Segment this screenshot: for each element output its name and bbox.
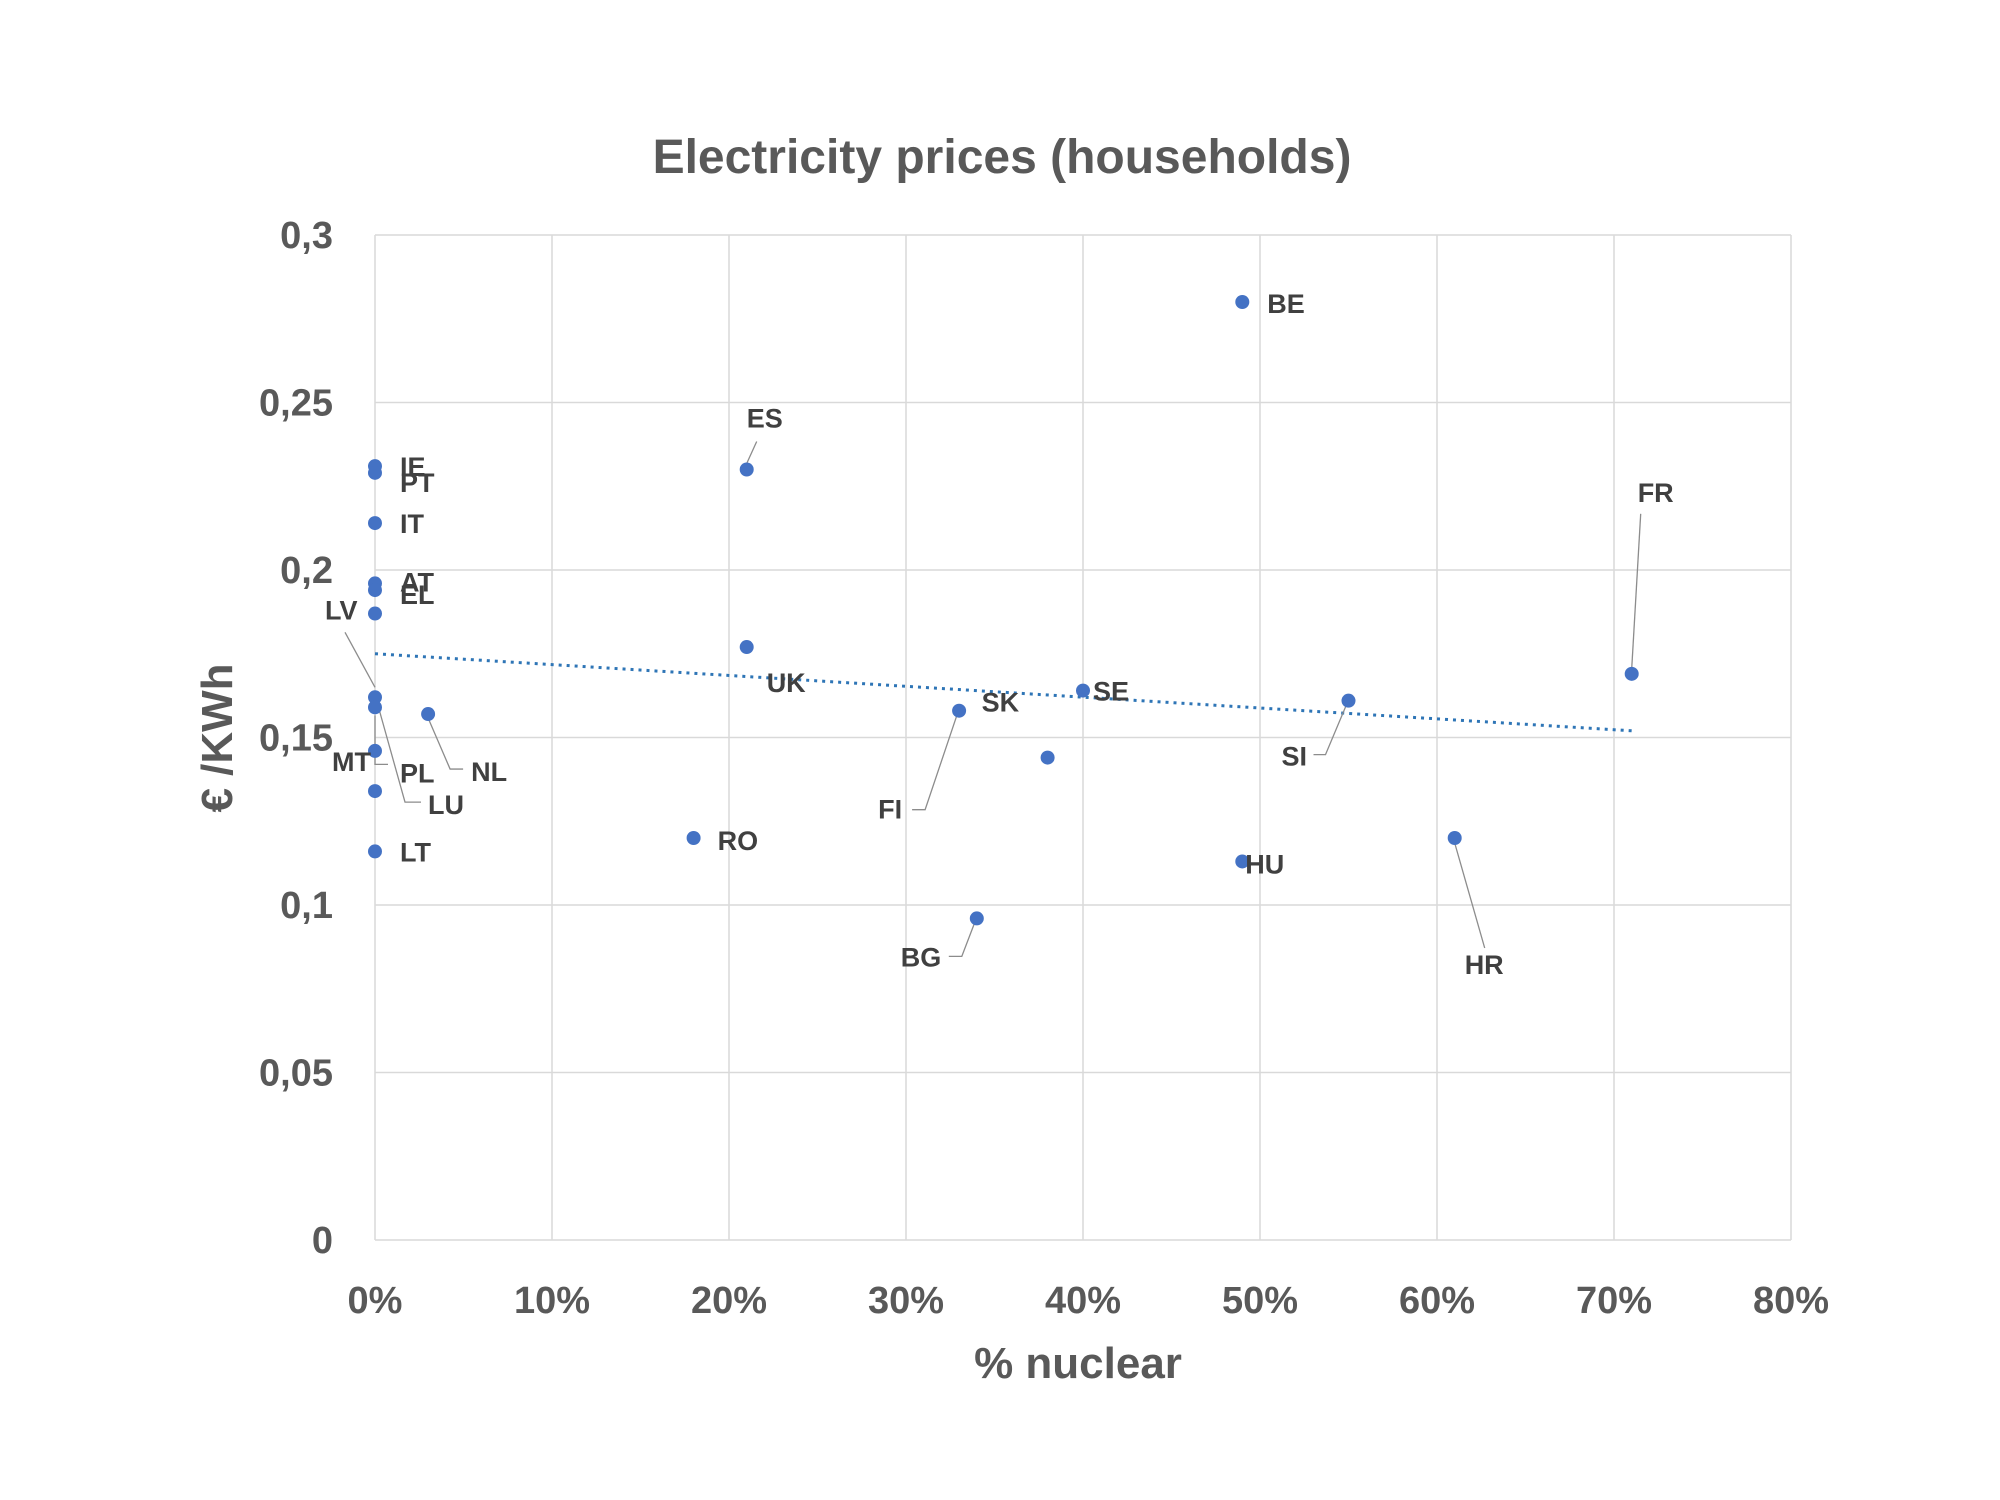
point-label: SI bbox=[1282, 742, 1308, 772]
point-label: PT bbox=[400, 468, 435, 498]
data-point bbox=[1076, 683, 1090, 698]
data-point bbox=[368, 784, 382, 799]
leader-line bbox=[912, 714, 958, 811]
point-label: SE bbox=[1093, 677, 1129, 707]
x-tick-label: 10% bbox=[514, 1280, 590, 1322]
trendline bbox=[374, 652, 1632, 733]
label-leader-lines bbox=[344, 441, 1642, 958]
y-tick-label: 0,25 bbox=[259, 383, 333, 425]
data-point bbox=[739, 640, 754, 655]
point-label: HR bbox=[1465, 950, 1504, 980]
y-tick-label: 0 bbox=[312, 1220, 333, 1262]
data-point bbox=[421, 707, 436, 722]
data-point bbox=[1447, 831, 1462, 845]
point-label: NL bbox=[471, 757, 507, 787]
leader-line bbox=[746, 441, 758, 464]
data-point bbox=[368, 516, 382, 531]
x-tick-label: 60% bbox=[1399, 1280, 1475, 1322]
point-label: LV bbox=[325, 595, 358, 625]
x-tick-label: 30% bbox=[868, 1280, 944, 1322]
leader-line bbox=[948, 922, 976, 958]
data-point bbox=[1235, 854, 1250, 869]
leader-line bbox=[374, 715, 388, 765]
leader-line bbox=[1313, 704, 1348, 756]
y-tick-label: 0,3 bbox=[280, 215, 333, 257]
data-point bbox=[1624, 666, 1639, 681]
data-point bbox=[368, 690, 382, 705]
point-label: RO bbox=[718, 826, 759, 856]
point-label: FR bbox=[1638, 478, 1674, 508]
point-label: EL bbox=[400, 580, 435, 610]
y-axis-title: € /KWh bbox=[193, 663, 242, 812]
y-tick-label: 0,2 bbox=[280, 550, 333, 592]
data-point bbox=[969, 911, 984, 926]
point-label: LU bbox=[428, 790, 464, 820]
leader-line bbox=[427, 717, 464, 770]
point-label: BG bbox=[901, 942, 942, 972]
data-point bbox=[739, 462, 754, 477]
point-label: SK bbox=[982, 688, 1020, 718]
data-point bbox=[368, 465, 382, 480]
chart-title: Electricity prices (households) bbox=[653, 131, 1352, 184]
point-label: BE bbox=[1267, 289, 1305, 319]
x-tick-label: 80% bbox=[1753, 1280, 1829, 1322]
leader-line bbox=[344, 631, 376, 688]
x-axis-ticks: 0% 10% 20% 30% 40% 50% 60% 70% 80% bbox=[348, 1280, 1829, 1322]
x-tick-label: 40% bbox=[1045, 1280, 1121, 1322]
y-tick-label: 0,15 bbox=[259, 718, 333, 760]
point-label: UK bbox=[767, 668, 806, 698]
y-tick-label: 0,05 bbox=[259, 1053, 333, 1095]
x-tick-label: 50% bbox=[1222, 1280, 1298, 1322]
x-tick-label: 0% bbox=[348, 1280, 403, 1322]
data-point bbox=[368, 844, 382, 859]
x-axis-title: % nuclear bbox=[974, 1339, 1182, 1388]
data-point bbox=[368, 743, 382, 758]
data-point bbox=[952, 703, 967, 718]
x-tick-label: 70% bbox=[1576, 1280, 1652, 1322]
data-point bbox=[368, 700, 382, 715]
data-point bbox=[368, 583, 382, 598]
data-point bbox=[368, 606, 382, 621]
point-label: AT bbox=[400, 567, 434, 597]
data-point bbox=[1040, 750, 1055, 765]
point-label: IE bbox=[400, 452, 426, 482]
leader-line bbox=[1454, 842, 1486, 949]
data-points bbox=[368, 295, 1639, 926]
y-tick-label: 0,1 bbox=[280, 885, 333, 927]
data-point bbox=[1235, 295, 1250, 309]
data-point bbox=[686, 831, 701, 845]
point-label: MT bbox=[332, 747, 371, 777]
gridlines bbox=[374, 234, 1792, 1241]
point-label: ES bbox=[747, 404, 783, 434]
point-label: IT bbox=[400, 509, 425, 539]
leader-line bbox=[378, 708, 421, 803]
data-point bbox=[1341, 693, 1356, 708]
point-label: FI bbox=[878, 795, 902, 825]
point-label: HU bbox=[1245, 849, 1284, 879]
x-tick-label: 20% bbox=[691, 1280, 767, 1322]
point-label: LT bbox=[400, 837, 431, 867]
leader-line bbox=[1631, 513, 1642, 669]
y-axis-ticks: 0 0,05 0,1 0,15 0,2 0,25 0,3 bbox=[259, 215, 333, 1262]
point-label: PL bbox=[400, 758, 435, 788]
